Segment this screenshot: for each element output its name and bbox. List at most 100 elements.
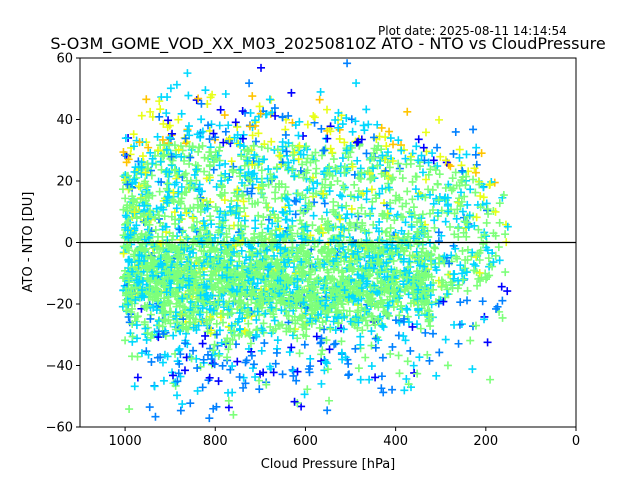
data-point — [370, 153, 379, 162]
data-point — [291, 303, 300, 312]
data-point — [366, 209, 375, 218]
data-point — [219, 309, 228, 318]
data-point — [263, 144, 272, 153]
data-point — [307, 306, 316, 315]
data-point — [441, 217, 450, 226]
data-point — [129, 142, 138, 151]
data-point — [317, 247, 326, 256]
data-point — [311, 169, 320, 178]
data-point — [294, 155, 303, 164]
data-point — [172, 204, 181, 213]
data-point — [335, 294, 344, 303]
data-point — [147, 357, 156, 366]
data-point — [463, 286, 472, 295]
data-point — [367, 258, 376, 267]
data-point — [334, 108, 343, 117]
data-point — [214, 252, 223, 261]
data-point — [293, 143, 302, 152]
data-point — [412, 320, 421, 329]
data-point — [470, 221, 479, 230]
data-point — [360, 249, 369, 258]
x-tick-label: 800 — [203, 434, 228, 449]
data-point — [367, 185, 376, 194]
data-point — [221, 90, 230, 99]
data-point — [400, 234, 409, 243]
data-point — [174, 346, 183, 355]
data-point — [209, 129, 218, 138]
data-point — [254, 311, 263, 320]
data-point — [440, 252, 449, 261]
data-point — [374, 255, 383, 264]
data-point — [206, 252, 215, 261]
data-point — [257, 189, 266, 198]
data-point — [274, 264, 283, 273]
data-point — [287, 88, 296, 97]
data-point — [476, 191, 485, 200]
data-point — [207, 220, 216, 229]
data-point — [223, 310, 232, 319]
data-point — [304, 249, 313, 258]
data-point — [337, 348, 346, 357]
data-point — [421, 328, 430, 337]
data-point — [441, 184, 450, 193]
data-point — [383, 301, 392, 310]
data-point — [275, 224, 284, 233]
data-point — [257, 288, 266, 297]
data-point — [149, 259, 158, 268]
data-point — [185, 152, 194, 161]
data-point — [433, 179, 442, 188]
data-point — [334, 319, 343, 328]
data-point — [236, 324, 245, 333]
data-point — [424, 232, 433, 241]
data-point — [233, 357, 242, 366]
data-point — [276, 249, 285, 258]
data-point — [170, 274, 179, 283]
data-point — [257, 346, 266, 355]
data-point — [360, 126, 369, 135]
data-point — [285, 207, 294, 216]
data-point — [163, 93, 172, 102]
data-point — [265, 95, 274, 104]
data-point — [255, 376, 264, 385]
data-point — [461, 264, 470, 273]
data-point — [253, 249, 262, 258]
data-point — [215, 326, 224, 335]
data-point — [458, 246, 467, 255]
data-point — [238, 134, 247, 143]
data-point — [145, 283, 154, 292]
data-point — [460, 192, 469, 201]
data-point — [285, 348, 294, 357]
data-point — [306, 301, 315, 310]
data-point — [338, 203, 347, 212]
data-point — [399, 280, 408, 289]
data-point — [272, 242, 281, 251]
data-point — [154, 277, 163, 286]
data-point — [148, 330, 157, 339]
data-point — [254, 157, 263, 166]
data-point — [378, 245, 387, 254]
data-point — [419, 143, 428, 152]
data-point — [495, 256, 504, 265]
data-point — [322, 316, 331, 325]
y-axis-label: ATO - NTO [DU] — [21, 192, 36, 293]
data-point — [236, 207, 245, 216]
data-point — [245, 122, 254, 131]
data-point — [329, 257, 338, 266]
data-point — [471, 150, 480, 159]
data-point — [241, 379, 250, 388]
data-point — [299, 268, 308, 277]
data-point — [193, 161, 202, 170]
data-point — [151, 412, 160, 421]
data-point — [404, 318, 413, 327]
data-point — [340, 185, 349, 194]
data-point — [329, 197, 338, 206]
data-point — [181, 339, 190, 348]
data-point — [270, 316, 279, 325]
data-point — [288, 331, 297, 340]
data-point — [428, 149, 437, 158]
data-point — [333, 278, 342, 287]
data-point — [253, 307, 262, 316]
data-point — [361, 353, 370, 362]
x-axis-ticks: 1000 800 600 400 200 0 — [109, 427, 580, 449]
data-point — [497, 282, 506, 291]
